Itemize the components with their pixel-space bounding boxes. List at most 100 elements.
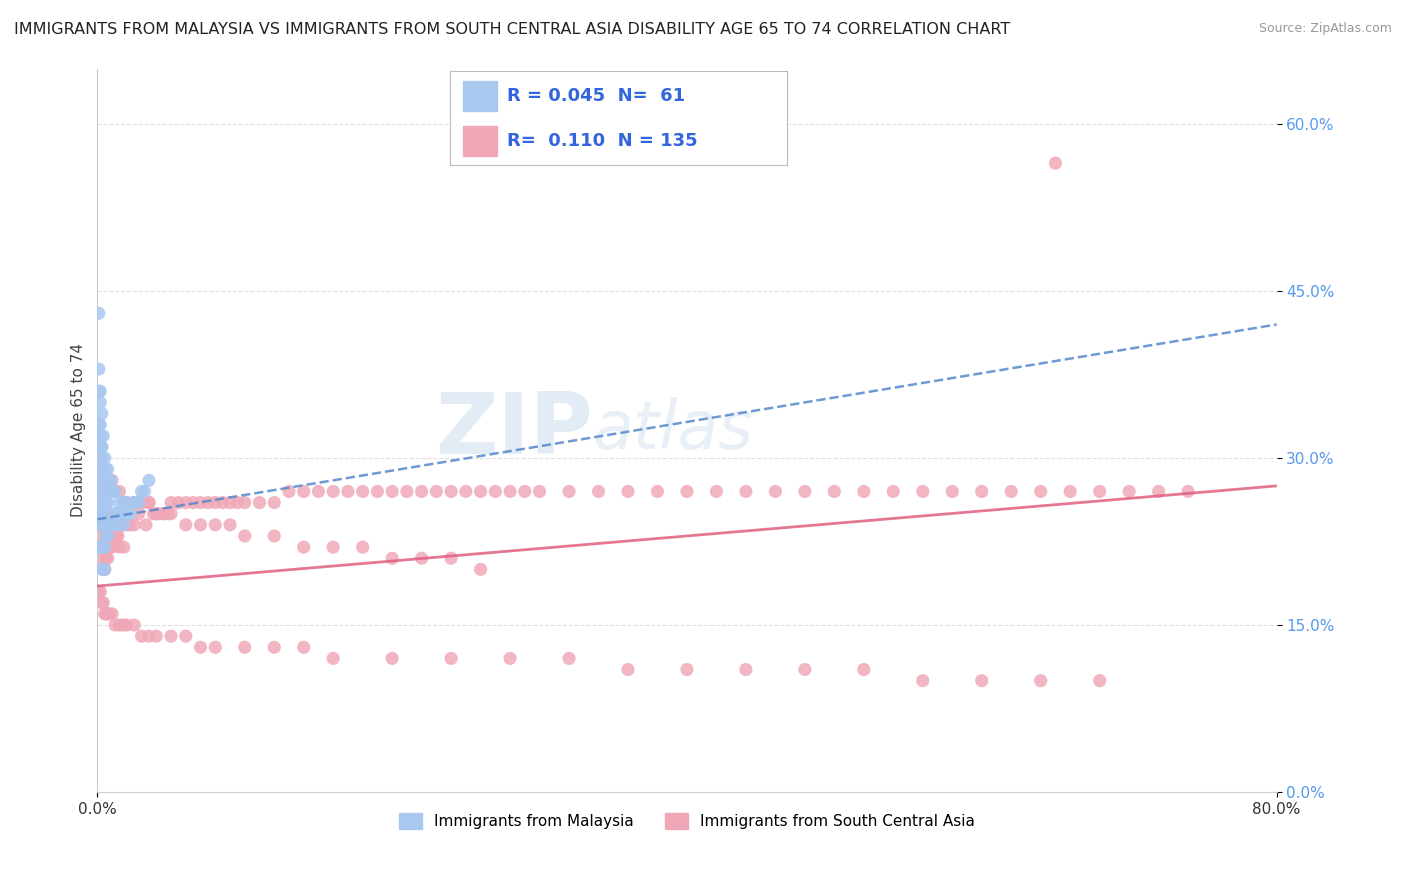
Point [104,529,127,543]
Point [87,473,110,487]
Point [96,551,118,566]
Point [1045,156,1067,170]
Point [145,507,167,521]
Point [89,540,111,554]
Point [135,517,157,532]
Point [588,484,610,499]
Point [513,484,536,499]
Point [103,507,125,521]
Point [233,529,256,543]
Point [89,429,111,443]
Point [101,607,124,621]
Point [411,484,433,499]
Point [90,440,112,454]
Point [87,384,110,399]
Point [1000,484,1022,499]
Point [89,451,111,466]
Point [131,484,153,499]
Point [112,517,135,532]
Point [108,495,131,509]
Point [108,484,131,499]
Point [174,517,197,532]
Point [138,495,160,509]
Text: R=  0.110  N = 135: R= 0.110 N = 135 [508,132,697,150]
Point [108,507,131,521]
Point [131,495,153,509]
Point [91,517,114,532]
Point [352,484,374,499]
Point [1118,484,1140,499]
Point [122,495,145,509]
Point [793,663,815,677]
Point [676,484,699,499]
Point [118,517,141,532]
Point [93,562,115,576]
Point [96,507,118,521]
Point [89,417,111,432]
Point [115,517,138,532]
Point [292,540,315,554]
Point [823,484,845,499]
Point [87,584,110,599]
Point [233,495,256,509]
Point [97,495,120,509]
Point [122,495,145,509]
Point [211,495,233,509]
Point [249,495,271,509]
Point [96,462,118,476]
Point [87,540,110,554]
Point [1147,484,1170,499]
Point [142,507,165,521]
Point [425,484,447,499]
Point [128,495,150,509]
Point [112,495,135,509]
Point [307,484,329,499]
Point [381,651,404,665]
Point [735,663,758,677]
Point [87,495,110,509]
Point [97,551,120,566]
Point [89,395,111,409]
Point [115,495,138,509]
Point [706,484,728,499]
Point [97,462,120,476]
Point [101,517,124,532]
Point [197,495,219,509]
Point [219,517,242,532]
Point [91,473,114,487]
Point [1029,484,1052,499]
Point [381,484,404,499]
Point [145,629,167,643]
Point [148,507,170,521]
Point [91,429,114,443]
Point [104,517,127,532]
Point [278,484,301,499]
Point [100,517,122,532]
Point [558,651,581,665]
Point [96,495,118,509]
Point [122,495,145,509]
Point [89,440,111,454]
Point [98,607,121,621]
Point [219,495,242,509]
Point [108,618,131,632]
Point [115,618,138,632]
Point [440,651,463,665]
Point [263,495,285,509]
Point [395,484,418,499]
Point [101,484,124,499]
Point [104,618,127,632]
Point [233,640,256,655]
Text: Source: ZipAtlas.com: Source: ZipAtlas.com [1258,22,1392,36]
Point [852,663,875,677]
Point [145,507,167,521]
Point [87,473,110,487]
Point [263,529,285,543]
Point [226,495,249,509]
Point [352,540,374,554]
Point [90,562,112,576]
Point [105,529,128,543]
Point [90,484,112,499]
Point [101,484,124,499]
Point [138,473,160,487]
